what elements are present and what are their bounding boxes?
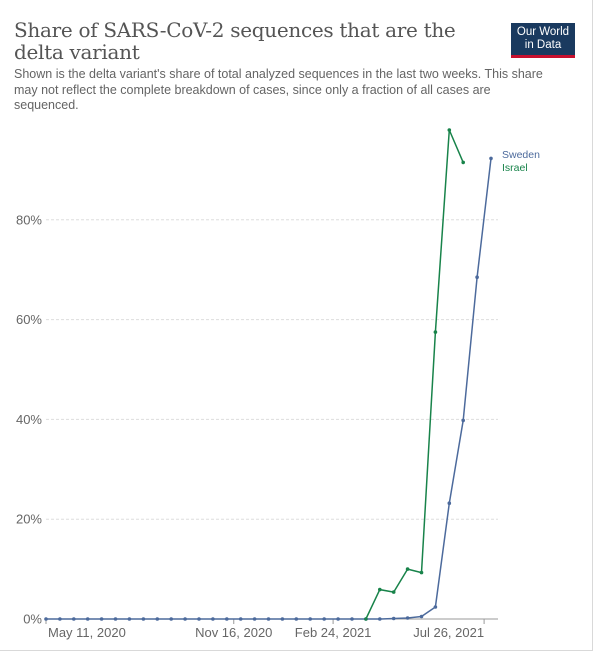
data-point-sweden [266,617,271,621]
x-tick-label: Feb 24, 2021 [295,625,372,640]
data-point-sweden [44,617,48,621]
y-tick-label: 60% [16,312,42,327]
data-point-israel [364,617,368,621]
data-point-sweden [72,617,76,621]
data-point-sweden [169,617,173,621]
x-axis: May 11, 2020 Nov 16, 2020 Feb 24, 2021 Jul … [45,618,498,640]
data-point-sweden [405,616,410,620]
logo-line-2: in Data [524,39,562,51]
data-point-sweden [461,418,466,423]
y-tick-label: 20% [16,512,42,527]
data-point-sweden [127,617,132,621]
data-point-sweden [225,617,229,621]
series-line-israel [365,129,464,620]
data-point-sweden [294,617,299,621]
data-point-sweden [211,617,215,621]
grid-lines [46,219,498,520]
data-point-sweden [378,617,382,621]
chart-subtitle: Shown is the delta variant's share of to… [14,67,543,112]
data-point-israel [461,160,466,165]
x-tick-label: Nov 16, 2020 [195,625,272,640]
series-lines [44,128,493,621]
data-point-israel [405,567,410,571]
data-point-sweden [336,617,340,621]
data-point-sweden [238,617,243,621]
data-point-israel [433,330,438,334]
y-tick-label: 0% [23,612,42,627]
y-tick-label: 80% [16,212,42,227]
data-point-sweden [252,617,257,621]
series-line-sweden [46,158,492,620]
data-point-sweden [155,617,160,621]
data-point-sweden [447,501,452,506]
data-point-sweden [197,617,201,621]
owid-logo[interactable]: Our World in Data [511,23,575,58]
data-point-sweden [183,617,187,621]
data-point-israel [419,570,424,575]
data-point-sweden [308,617,313,621]
data-point-sweden [280,617,285,621]
data-point-sweden [391,616,396,621]
chart-title: Share of SARS-CoV-2 sequences that are t… [14,18,456,64]
data-point-israel [378,587,382,592]
data-point-sweden [113,617,118,621]
logo-line-1: Our World [516,26,570,38]
data-point-israel [447,128,452,132]
data-point-sweden [419,614,424,619]
data-point-israel [391,590,396,594]
x-tick-label: May 11, 2020 [48,625,126,640]
series-label-sweden: Sweden [502,149,540,161]
data-point-sweden [141,617,146,621]
data-point-sweden [85,617,90,621]
series-label-israel: Israel [502,162,528,174]
data-point-sweden [433,605,438,609]
data-point-sweden [475,275,479,280]
data-point-sweden [58,617,62,621]
data-point-sweden [99,617,104,621]
y-tick-label: 40% [16,412,42,427]
data-point-sweden [350,617,354,621]
data-point-sweden [322,617,327,621]
data-point-sweden [489,156,493,161]
x-tick-label: Jul 26, 2021 [413,625,484,640]
y-axis-ticks: 0% 20% 40% 60% 80% [16,212,42,626]
